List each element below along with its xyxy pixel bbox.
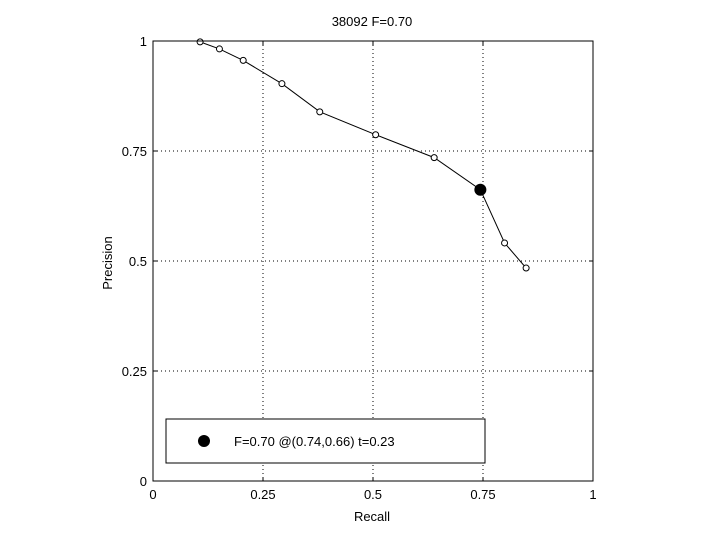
y-tick-label-1: 0.25: [122, 364, 147, 379]
x-tick-label-3: 0.75: [470, 487, 495, 502]
y-tick-label-4: 1: [140, 34, 147, 49]
data-point-0: [196, 38, 204, 46]
series-line-0: [199, 41, 527, 269]
y-tick-label-0: 0: [140, 474, 147, 489]
chart-title: 38092 F=0.70: [332, 14, 413, 29]
data-point-9: [522, 264, 530, 272]
x-tick-label-1: 0.25: [250, 487, 275, 502]
x-tick-label-4: 1: [589, 487, 596, 502]
data-point-3: [278, 80, 286, 88]
legend-marker: [198, 435, 210, 447]
y-tick-label-2: 0.5: [129, 254, 147, 269]
data-point-6: [430, 154, 438, 162]
y-tick-label-3: 0.75: [122, 144, 147, 159]
legend-label: F=0.70 @(0.74,0.66) t=0.23: [234, 434, 395, 449]
x-tick-label-2: 0.5: [364, 487, 382, 502]
data-point-8: [501, 239, 509, 247]
data-point-4: [316, 108, 324, 116]
data-point-1: [215, 45, 223, 53]
x-axis-label: Recall: [354, 509, 390, 524]
series-layer: [196, 38, 530, 272]
legend: F=0.70 @(0.74,0.66) t=0.23: [165, 418, 486, 464]
data-point-5: [372, 131, 380, 139]
x-tick-label-0: 0: [149, 487, 156, 502]
legend-box: [165, 418, 486, 464]
y-axis-label: Precision: [100, 236, 115, 289]
data-point-2: [239, 56, 247, 64]
axis-ticks: 0 0.25 0.5 0.75 1 0 0.25 0.5 0.75 1: [122, 34, 597, 502]
grid-lines: [153, 41, 593, 481]
highlight-point: [474, 183, 487, 196]
